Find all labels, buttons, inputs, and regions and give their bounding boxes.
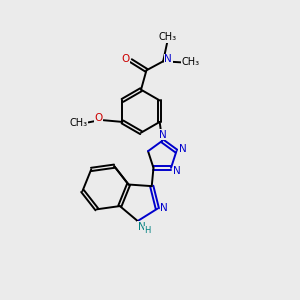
Text: N: N xyxy=(159,130,167,140)
Text: N: N xyxy=(179,144,187,154)
Text: N: N xyxy=(138,222,146,232)
Text: N: N xyxy=(160,203,168,213)
Text: O: O xyxy=(121,54,129,64)
Text: CH₃: CH₃ xyxy=(158,32,176,42)
Text: O: O xyxy=(94,113,103,123)
Text: CH₃: CH₃ xyxy=(182,57,200,67)
Text: N: N xyxy=(173,166,181,176)
Text: CH₃: CH₃ xyxy=(70,118,88,128)
Text: N: N xyxy=(164,54,172,64)
Text: H: H xyxy=(144,226,150,235)
